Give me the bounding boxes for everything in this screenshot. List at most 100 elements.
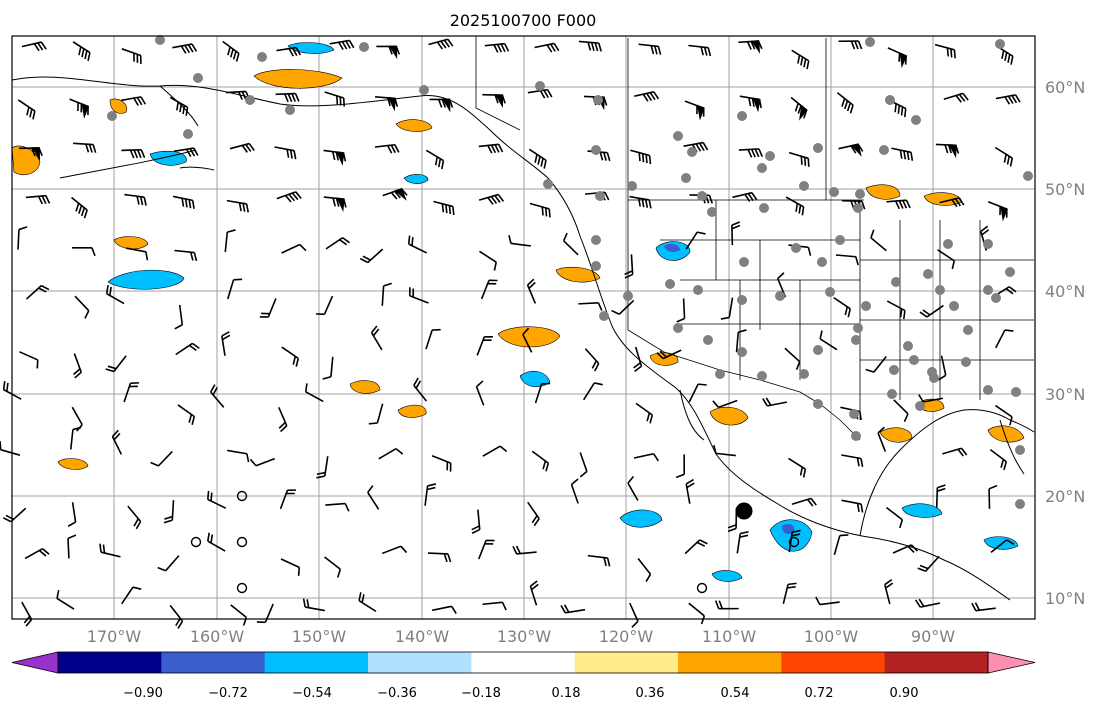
wind-barb [685, 231, 706, 250]
wind-barb [638, 43, 662, 55]
station-marker [183, 129, 193, 139]
station-marker [861, 301, 871, 311]
station-marker-hollow [190, 536, 202, 548]
colorbar-tick-label: 0.90 [890, 686, 919, 701]
wind-barb [833, 296, 852, 318]
station-marker [983, 239, 993, 249]
wind-barb [471, 509, 481, 534]
wind-barb [121, 149, 146, 159]
station-marker [835, 235, 845, 245]
wind-barb [995, 404, 1013, 426]
wind-barb [885, 506, 904, 529]
station-marker [627, 181, 637, 191]
colorbar-tick-label: −0.54 [292, 686, 332, 701]
wind-barb [24, 548, 50, 560]
wind-barb [367, 485, 380, 510]
station-marker [419, 85, 429, 95]
lon-label: 170°W [87, 627, 142, 646]
wind-barb [634, 91, 660, 102]
station-marker [737, 111, 747, 121]
wind-barb [534, 42, 560, 53]
wind-barb [210, 384, 225, 408]
coastlines [11, 76, 1035, 601]
colorbar-tick-labels: −0.90 −0.72 −0.54 −0.36 −0.18 0.18 0.36 … [123, 686, 918, 701]
wind-barb [105, 355, 127, 373]
wind-barb [995, 329, 1014, 349]
wind-barb [886, 300, 906, 320]
lat-label: 20°N [1045, 487, 1085, 506]
station-marker [715, 369, 725, 379]
wind-barb [73, 142, 97, 153]
lat-label: 50°N [1045, 180, 1085, 199]
wind-barb [870, 229, 887, 252]
wind-barb [276, 191, 302, 203]
station-marker [961, 357, 971, 367]
wind-barb [560, 604, 586, 614]
wind-barb [478, 193, 505, 205]
wind-barb [478, 143, 504, 154]
lat-label: 40°N [1045, 282, 1085, 301]
colorbar-tick-label: −0.90 [123, 686, 163, 701]
wind-barb [431, 605, 457, 615]
station-marker [707, 207, 717, 217]
colorbar-cell [678, 652, 782, 673]
wind-barb [70, 426, 82, 450]
wind-barb [995, 94, 1021, 105]
station-marker [599, 311, 609, 321]
wind-barb [276, 46, 302, 57]
wind-barb [325, 502, 350, 512]
wind-barb [304, 383, 324, 403]
wind-barb [720, 297, 734, 320]
station-marker [889, 365, 899, 375]
wind-barb [479, 250, 498, 271]
station-marker [1023, 171, 1033, 181]
lon-label: 160°W [190, 627, 245, 646]
wind-barb [877, 426, 887, 452]
station-marker [799, 181, 809, 191]
wind-barb [788, 457, 807, 478]
wind-barb [865, 355, 887, 373]
station-marker [765, 151, 775, 161]
wind-barb [835, 254, 859, 266]
lon-label: 90°W [911, 627, 955, 646]
wind-barb [69, 98, 90, 119]
wind-barb [127, 505, 142, 530]
wind-barb [0, 441, 21, 456]
wind-barb [629, 195, 652, 209]
colorbar-cell [884, 652, 989, 673]
station-marker [983, 385, 993, 395]
wind-barb [329, 39, 355, 51]
station-markers [107, 35, 1033, 594]
wind-barb [684, 539, 708, 555]
wind-barb [475, 380, 485, 406]
wind-barb [150, 450, 173, 467]
station-marker [737, 295, 747, 305]
station-marker [623, 291, 633, 301]
wind-barb [971, 602, 996, 612]
wind-barb [762, 397, 788, 407]
wind-barb [259, 298, 277, 318]
wind-barb [175, 342, 200, 356]
wind-barb [578, 40, 602, 52]
wind-barb [226, 278, 243, 300]
wind-barb [381, 545, 408, 555]
wind-barb [527, 501, 540, 527]
wind-barb [819, 330, 838, 351]
wind-barb [892, 544, 918, 554]
wind-barb [229, 142, 255, 153]
colorbar-cell [161, 652, 266, 673]
station-marker-hollow [696, 582, 708, 594]
wind-barb [788, 529, 801, 553]
station-marker [949, 301, 959, 311]
wind-barb [919, 304, 944, 318]
wind-barb [738, 148, 764, 158]
station-marker [891, 277, 901, 287]
station-marker [915, 401, 925, 411]
lon-label: 150°W [292, 627, 347, 646]
wind-barb [72, 41, 91, 62]
station-marker [817, 257, 827, 267]
wind-barb [579, 452, 588, 478]
station-marker [983, 285, 993, 295]
wind-barb [227, 449, 250, 463]
wind-barb [735, 329, 747, 353]
